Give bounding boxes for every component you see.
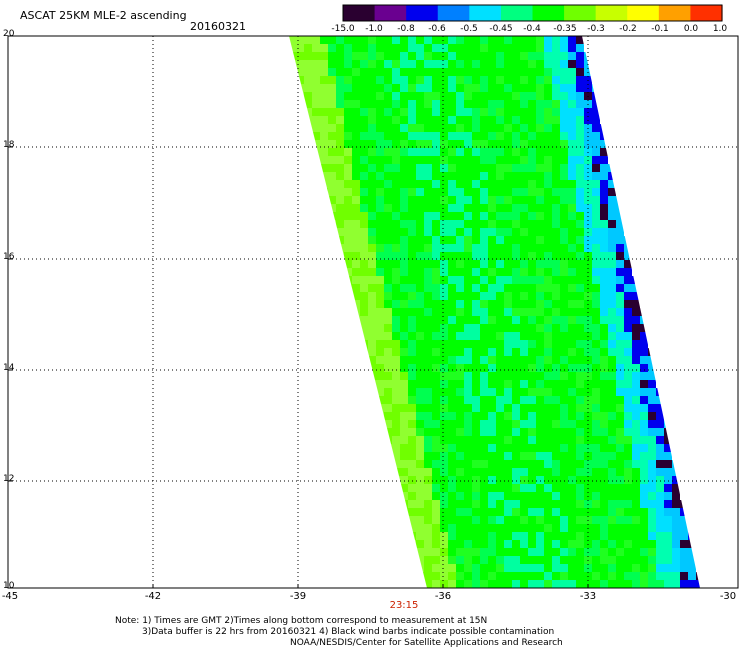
colorbar-label: -0.3	[587, 24, 605, 34]
colorbar-label: -0.8	[397, 24, 415, 34]
colorbar-label: 1.0	[712, 24, 728, 34]
swath-time-label: 23:15	[389, 600, 419, 611]
lon-label: -30	[719, 591, 737, 602]
lat-label: 10	[3, 581, 15, 591]
colorbar-label: -0.4	[523, 24, 541, 34]
colorbar	[342, 4, 723, 22]
lon-label: -39	[289, 591, 307, 602]
lat-label: 16	[3, 252, 15, 262]
map-date: 20160321	[190, 20, 246, 33]
colorbar-label: -0.6	[428, 24, 446, 34]
map-title: ASCAT 25KM MLE-2 ascending	[20, 9, 187, 22]
colorbar-label: -0.5	[460, 24, 478, 34]
scatterometer-swath	[289, 36, 700, 588]
lat-label: 20	[3, 29, 15, 39]
colorbar-swatch	[469, 5, 502, 21]
colorbar-swatch	[595, 5, 628, 21]
lat-label: 14	[3, 363, 15, 373]
colorbar-label: -0.45	[489, 24, 513, 34]
colorbar-label: 0.0	[683, 24, 699, 34]
lon-label: -33	[579, 591, 597, 602]
map-frame	[7, 35, 739, 589]
colorbar-label: -0.2	[619, 24, 637, 34]
colorbar-label: -0.35	[553, 24, 577, 34]
colorbar-label: -1.0	[365, 24, 383, 34]
colorbar-swatch	[406, 5, 439, 21]
colorbar-swatch	[690, 5, 723, 21]
colorbar-swatch	[532, 5, 565, 21]
lon-label: -42	[144, 591, 162, 602]
colorbar-swatch	[500, 5, 534, 21]
colorbar-swatch	[564, 5, 597, 21]
lon-label: -45	[1, 591, 19, 602]
colorbar-swatch	[374, 5, 407, 21]
footnote-line-1: Note: 1) Times are GMT 2)Times along bot…	[115, 616, 488, 626]
colorbar-label: -0.1	[651, 24, 669, 34]
colorbar-swatch	[658, 5, 692, 21]
lat-label: 12	[3, 474, 15, 484]
colorbar-swatch	[343, 5, 376, 21]
footnote-credit: NOAA/NESDIS/Center for Satellite Applica…	[290, 638, 563, 648]
colorbar-swatch	[627, 5, 660, 21]
lat-label: 18	[3, 140, 15, 150]
colorbar-label: -15.0	[331, 24, 355, 34]
lon-label: -36	[434, 591, 452, 602]
lat-lon-grid	[7, 35, 739, 589]
colorbar-swatch	[437, 5, 470, 21]
colorbar-frame	[342, 4, 723, 22]
footnote-line-2: 3)Data buffer is 22 hrs from 20160321 4)…	[142, 627, 555, 637]
